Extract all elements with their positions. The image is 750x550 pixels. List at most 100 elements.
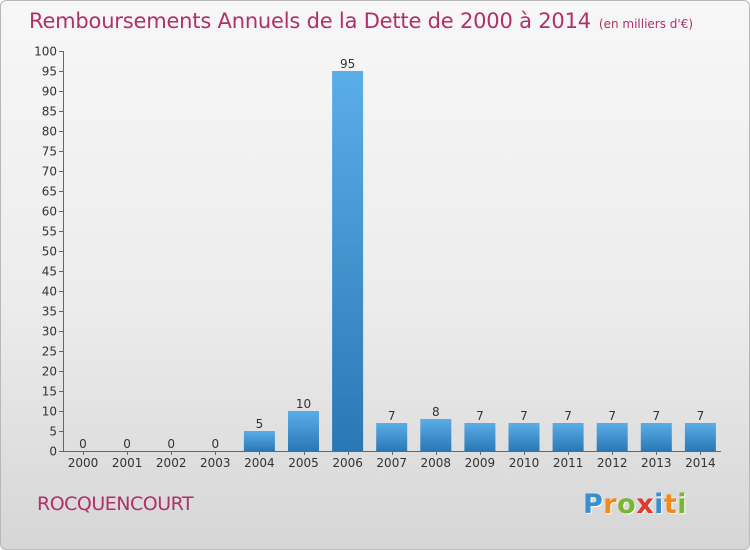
y-tick: 70 <box>42 165 63 179</box>
chart-unit-text: (en milliers d'€) <box>598 17 694 31</box>
logo-letter: x <box>636 489 655 520</box>
y-tick: 35 <box>42 305 63 319</box>
bar-2013 <box>640 423 672 451</box>
value-label-2011: 7 <box>564 409 572 423</box>
y-tick: 5 <box>49 425 63 439</box>
logo-letter: t <box>663 489 678 520</box>
y-tick: 15 <box>42 385 63 399</box>
logo-letter: r <box>603 489 618 520</box>
value-label-2013: 7 <box>652 409 660 423</box>
bar-2005 <box>288 411 319 451</box>
y-tick: 30 <box>42 325 63 339</box>
x-tick-label: 2014 <box>685 456 716 470</box>
y-tick: 90 <box>42 85 63 99</box>
y-tick: 60 <box>42 205 63 219</box>
y-tick: 50 <box>42 245 63 259</box>
y-tick: 80 <box>42 125 63 139</box>
chart-title: Remboursements Annuels de la Dette de 20… <box>29 9 693 33</box>
x-tick-label: 2010 <box>509 456 540 470</box>
value-label-2002: 0 <box>167 437 175 451</box>
bar-2008 <box>420 419 452 451</box>
bar-2009 <box>464 423 496 451</box>
y-tick-label: 10 <box>42 405 57 419</box>
value-label-2010: 7 <box>520 409 528 423</box>
value-label-2014: 7 <box>697 409 705 423</box>
chart-title-text: Remboursements Annuels de la Dette de 20… <box>29 9 591 33</box>
y-tick: 75 <box>42 145 63 159</box>
logo-letter: i <box>654 489 664 520</box>
x-tick-label: 2012 <box>597 456 628 470</box>
y-tick-label: 25 <box>42 345 57 359</box>
proxiti-logo: Proxiti <box>583 489 687 520</box>
value-label-2000: 0 <box>79 437 87 451</box>
bar-2012 <box>596 423 628 451</box>
y-tick-label: 95 <box>42 65 57 79</box>
y-tick: 20 <box>42 365 63 379</box>
value-label-2007: 7 <box>388 409 396 423</box>
value-label-2008: 8 <box>432 405 440 419</box>
value-label-2003: 0 <box>211 437 219 451</box>
value-label-2001: 0 <box>123 437 131 451</box>
y-tick-label: 60 <box>42 205 57 219</box>
y-tick-label: 15 <box>42 385 57 399</box>
logo-letter: P <box>583 489 604 520</box>
value-label-2012: 7 <box>608 409 616 423</box>
y-tick-label: 30 <box>42 325 57 339</box>
y-tick: 0 <box>49 445 63 459</box>
logo-letter: o <box>617 489 637 520</box>
y-tick: 55 <box>42 225 63 239</box>
value-label-2009: 7 <box>476 409 484 423</box>
y-tick: 40 <box>42 285 63 299</box>
commune-name: ROCQUENCOURT <box>37 493 194 515</box>
x-tick-label: 2004 <box>244 456 275 470</box>
y-tick-label: 65 <box>42 185 57 199</box>
bar-2010 <box>508 423 540 451</box>
value-label-2006: 95 <box>340 57 355 71</box>
y-tick-label: 100 <box>34 45 57 59</box>
data-labels: 0 0 0 0 5 10 95 7 8 7 7 7 7 7 7 <box>79 57 704 451</box>
y-tick-label: 5 <box>49 425 57 439</box>
y-tick-label: 50 <box>42 245 57 259</box>
bar-2011 <box>552 423 584 451</box>
y-tick: 10 <box>42 405 63 419</box>
y-tick-label: 80 <box>42 125 57 139</box>
bar-2006 <box>332 71 364 451</box>
y-tick-label: 70 <box>42 165 57 179</box>
y-tick: 65 <box>42 185 63 199</box>
bar-2007 <box>376 423 408 451</box>
value-label-2004: 5 <box>256 417 264 431</box>
y-tick-label: 85 <box>42 105 57 119</box>
y-tick-label: 35 <box>42 305 57 319</box>
y-tick-label: 55 <box>42 225 57 239</box>
y-tick-label: 40 <box>42 285 57 299</box>
y-tick: 25 <box>42 345 63 359</box>
x-tick-label: 2003 <box>200 456 231 470</box>
y-tick: 45 <box>42 265 63 279</box>
x-tick-label: 2000 <box>68 456 99 470</box>
x-tick-label: 2006 <box>332 456 363 470</box>
x-tick-label: 2007 <box>376 456 407 470</box>
x-tick-label: 2011 <box>553 456 584 470</box>
y-tick-label: 45 <box>42 265 57 279</box>
y-tick: 100 <box>34 45 63 59</box>
x-tick-label: 2013 <box>641 456 672 470</box>
x-tick-label: 2005 <box>288 456 319 470</box>
y-tick-label: 20 <box>42 365 57 379</box>
bar-2014 <box>684 423 716 451</box>
x-tick-label: 2001 <box>112 456 143 470</box>
value-label-2005: 10 <box>296 397 311 411</box>
x-tick-label: 2008 <box>421 456 452 470</box>
y-tick: 85 <box>42 105 63 119</box>
bar-2004 <box>243 431 275 451</box>
y-tick: 95 <box>42 65 63 79</box>
y-tick-label: 75 <box>42 145 57 159</box>
x-tick-label: 2002 <box>156 456 187 470</box>
x-tick-label: 2009 <box>465 456 496 470</box>
axes: 0510152025303540455055606570758085909510… <box>34 45 721 470</box>
bars <box>243 71 716 451</box>
y-tick-label: 90 <box>42 85 57 99</box>
logo-letter: i <box>677 489 688 520</box>
y-tick-label: 0 <box>49 445 57 459</box>
